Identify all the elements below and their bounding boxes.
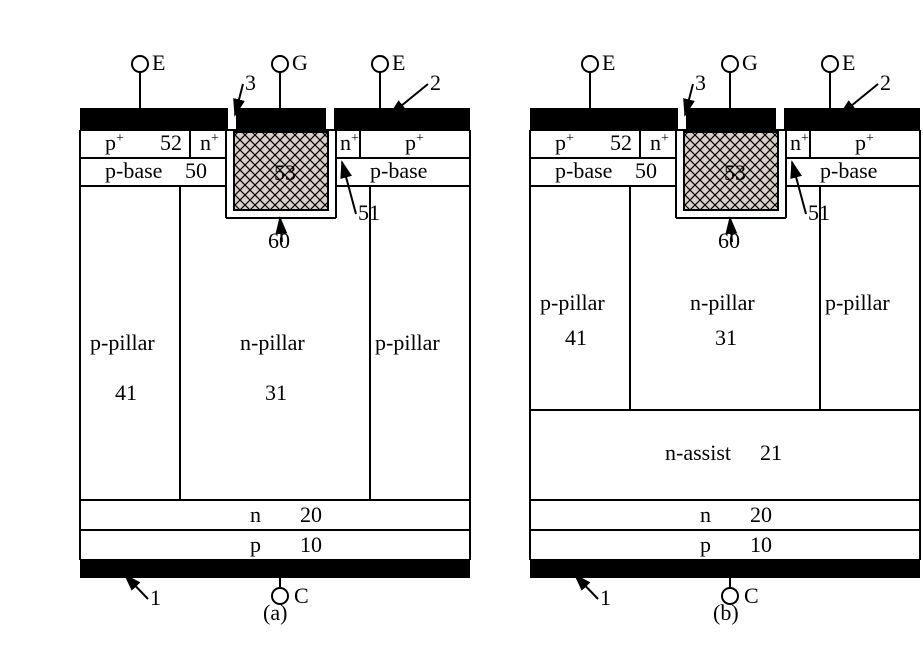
label-p-base: p-base xyxy=(555,158,612,183)
ref-41: 41 xyxy=(115,380,137,405)
ref-51: 51 xyxy=(808,200,830,225)
label-n: n xyxy=(700,502,711,527)
gate-metal xyxy=(686,108,776,130)
ref-21: 21 xyxy=(760,440,782,465)
terminal-G xyxy=(722,56,738,72)
terminal-label: G xyxy=(292,50,308,75)
ref-20: 20 xyxy=(300,502,322,527)
terminal-E xyxy=(372,56,388,72)
label-p-pillar: p-pillar xyxy=(825,290,890,315)
terminal-E xyxy=(822,56,838,72)
label-p-base: p-base xyxy=(105,158,162,183)
ref-60: 60 xyxy=(718,228,740,253)
terminal-label: E xyxy=(152,50,165,75)
label-n: n xyxy=(250,502,261,527)
label-p-pillar: p-pillar xyxy=(375,330,440,355)
terminal-E xyxy=(132,56,148,72)
label-p-base: p-base xyxy=(370,158,427,183)
ref-51: 51 xyxy=(358,200,380,225)
ref-1: 1 xyxy=(150,585,161,610)
ref-53: 53 xyxy=(274,160,296,185)
semiconductor-diagram: E G E Cp+ 52 n+ n+ p+ p-base 50 p-base 53 p-pillar 41… xyxy=(20,20,923,639)
terminal-G xyxy=(272,56,288,72)
collector-metal xyxy=(530,560,920,578)
label-n-plus: n+ xyxy=(200,130,219,155)
ref-41: 41 xyxy=(565,325,587,350)
ref-31: 31 xyxy=(715,325,737,350)
ref-20: 20 xyxy=(750,502,772,527)
label-n-pillar: n-pillar xyxy=(690,290,755,315)
terminal-E xyxy=(582,56,598,72)
terminal-label: G xyxy=(742,50,758,75)
label-p: p xyxy=(700,532,711,557)
caption: (a) xyxy=(263,600,287,625)
terminal-label: C xyxy=(744,583,759,608)
label-n-plus: n+ xyxy=(340,130,359,155)
ref-50: 50 xyxy=(635,158,657,183)
terminal-label: E xyxy=(602,50,615,75)
label-p-base: p-base xyxy=(820,158,877,183)
ref-2: 2 xyxy=(880,70,891,95)
label-n-plus: n+ xyxy=(790,130,809,155)
terminal-label: E xyxy=(392,50,405,75)
caption: (b) xyxy=(713,600,739,625)
ref-2: 2 xyxy=(430,70,441,95)
label-p-plus: p+ xyxy=(105,130,124,155)
ref-50: 50 xyxy=(185,158,207,183)
ref-10: 10 xyxy=(750,532,772,557)
ref-31: 31 xyxy=(265,380,287,405)
collector-metal xyxy=(80,560,470,578)
ref-3: 3 xyxy=(245,70,256,95)
emitter-metal-right xyxy=(334,108,470,130)
ref-53: 53 xyxy=(724,160,746,185)
label-p-plus: p+ xyxy=(855,130,874,155)
terminal-label: C xyxy=(294,583,309,608)
emitter-metal-right xyxy=(784,108,920,130)
label-n-plus: n+ xyxy=(650,130,669,155)
label-p-pillar: p-pillar xyxy=(90,330,155,355)
ref-60: 60 xyxy=(268,228,290,253)
label-p: p xyxy=(250,532,261,557)
ref-1: 1 xyxy=(600,585,611,610)
label-p-pillar: p-pillar xyxy=(540,290,605,315)
label-p-plus: p+ xyxy=(405,130,424,155)
label-p-plus: p+ xyxy=(555,130,574,155)
ref-3: 3 xyxy=(695,70,706,95)
label-n-pillar: n-pillar xyxy=(240,330,305,355)
ref-10: 10 xyxy=(300,532,322,557)
emitter-metal-left xyxy=(530,108,678,130)
gate-metal xyxy=(236,108,326,130)
emitter-metal-left xyxy=(80,108,228,130)
ref-52: 52 xyxy=(610,130,632,155)
label-n-assist: n-assist xyxy=(665,440,731,465)
ref-52: 52 xyxy=(160,130,182,155)
terminal-label: E xyxy=(842,50,855,75)
